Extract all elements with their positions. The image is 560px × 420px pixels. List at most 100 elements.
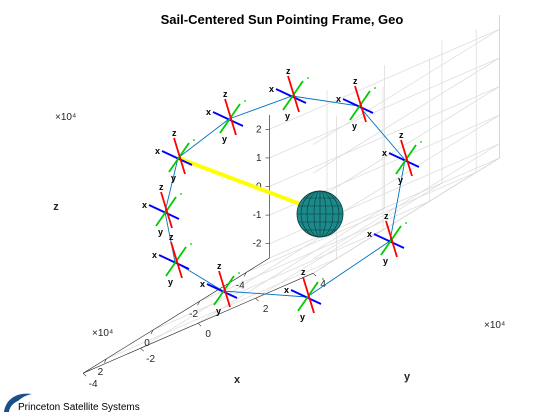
y-tick-label: 0: [205, 329, 211, 340]
frame-y-axis: [165, 246, 187, 277]
x-tick-label: -2: [189, 309, 198, 320]
pss-logo: Princeton Satellite Systems: [4, 393, 140, 413]
sail-frame-triad: z y x: [367, 211, 407, 266]
axis-back-edge: [269, 157, 500, 259]
frame-z-axis: [224, 98, 237, 136]
sail-frame-triad: z y x: [284, 267, 324, 322]
z-tick-label: 2: [256, 124, 262, 135]
frame-z-axis: [400, 139, 413, 177]
backwall-gridline: [269, 57, 500, 159]
frame-y-tip-marker: [244, 100, 246, 102]
frame-y-label: y: [300, 312, 305, 322]
y-tick-mark: [255, 297, 259, 302]
frame-x-axis: [206, 283, 238, 299]
frame-y-axis: [380, 225, 402, 256]
frame-z-label: z: [384, 211, 389, 221]
frame-z-label: z: [217, 261, 222, 271]
frame-y-axis: [168, 142, 190, 173]
sail-frame-triad: z y x: [206, 89, 246, 144]
logo-text: Princeton Satellite Systems: [18, 402, 140, 413]
sail-frame-triad: z y x: [269, 66, 309, 121]
frame-z-axis: [160, 191, 173, 229]
frame-y-tip-marker: [405, 222, 407, 224]
y-tick-mark: [197, 322, 202, 327]
frame-y-axis: [219, 103, 241, 134]
z-tick-label: 1: [256, 153, 262, 164]
frame-y-tip-marker: [190, 243, 192, 245]
frame-y-label: y: [171, 173, 176, 183]
sidewall-gridline: [312, 114, 500, 231]
frame-z-label: z: [169, 232, 174, 242]
x-tick-label: 2: [98, 367, 104, 378]
z-axis-label: z: [53, 201, 59, 213]
x-tick-mark: [104, 358, 107, 363]
frame-y-axis: [282, 80, 304, 111]
frame-y-tip-marker: [180, 193, 182, 195]
logo-swoosh-inner-icon: [9, 399, 28, 412]
axis-back-edge: [312, 157, 500, 274]
frame-x-axis: [373, 233, 405, 249]
frame-z-axis: [170, 241, 183, 279]
frame-x-label: x: [336, 94, 341, 104]
frame-y-label: y: [383, 256, 388, 266]
frame-x-axis: [158, 254, 190, 270]
x-axis-label: x: [234, 374, 241, 386]
y-tick-label: 2: [263, 304, 269, 315]
sail-frame-triad: z y x: [382, 130, 422, 185]
frame-y-axis: [155, 196, 177, 227]
frame-x-label: x: [367, 229, 372, 239]
sun-line: [177, 156, 317, 212]
frame-y-tip-marker: [193, 139, 195, 141]
frame-y-axis: [213, 275, 235, 306]
frame-x-axis: [388, 152, 420, 168]
frame-y-axis: [395, 144, 417, 175]
sail-frame-triad: z y x: [142, 182, 182, 237]
z-tick-label: -1: [253, 210, 262, 221]
backwall-gridline: [269, 28, 500, 130]
frame-z-axis: [354, 85, 367, 123]
frame-x-label: x: [382, 148, 387, 158]
sail-frame-triad: z y x: [152, 232, 192, 287]
axes-grid: [82, 15, 500, 374]
sidewall-gridline: [312, 86, 500, 203]
sidewall-gridline: [312, 143, 500, 260]
earth-globe: [296, 190, 344, 238]
y-axis-label: y: [404, 371, 411, 383]
frame-x-axis: [275, 88, 307, 104]
frame-z-label: z: [353, 76, 358, 86]
z-tick-label: -2: [253, 239, 262, 250]
frame-z-label: z: [286, 66, 291, 76]
x-tick-label: 0: [144, 338, 150, 349]
z-multiplier: ×10⁴: [55, 112, 76, 123]
frame-x-axis: [212, 111, 244, 127]
frame-x-label: x: [269, 84, 274, 94]
frame-x-axis: [148, 204, 180, 220]
frame-x-label: x: [206, 107, 211, 117]
frame-x-label: x: [152, 250, 157, 260]
sail-frame-triad: z y x: [336, 76, 376, 131]
sidewall-gridline: [312, 28, 500, 145]
axis-edge: [82, 257, 270, 374]
frame-z-axis: [287, 75, 300, 113]
frame-y-tip-marker: [374, 87, 376, 89]
x-tick-mark: [150, 329, 154, 335]
x-tick-mark: [243, 272, 247, 277]
frame-y-label: y: [158, 227, 163, 237]
y-tick-mark: [140, 347, 144, 352]
frame-x-axis: [290, 289, 322, 305]
frame-z-axis: [173, 137, 186, 175]
sail-frame-triad: z y x: [155, 128, 195, 183]
y-tick-mark: [312, 272, 317, 277]
floor-gridline: [140, 232, 328, 349]
frame-z-axis: [302, 276, 315, 314]
frame-y-tip-marker: [420, 141, 422, 143]
frame-y-label: y: [285, 111, 290, 121]
frame-x-axis: [342, 98, 374, 114]
frame-z-label: z: [223, 89, 228, 99]
frame-z-label: z: [159, 182, 164, 192]
frame-z-axis: [218, 270, 231, 308]
frame-z-axis: [385, 220, 398, 258]
frame-y-label: y: [222, 134, 227, 144]
frame-y-label: y: [352, 121, 357, 131]
